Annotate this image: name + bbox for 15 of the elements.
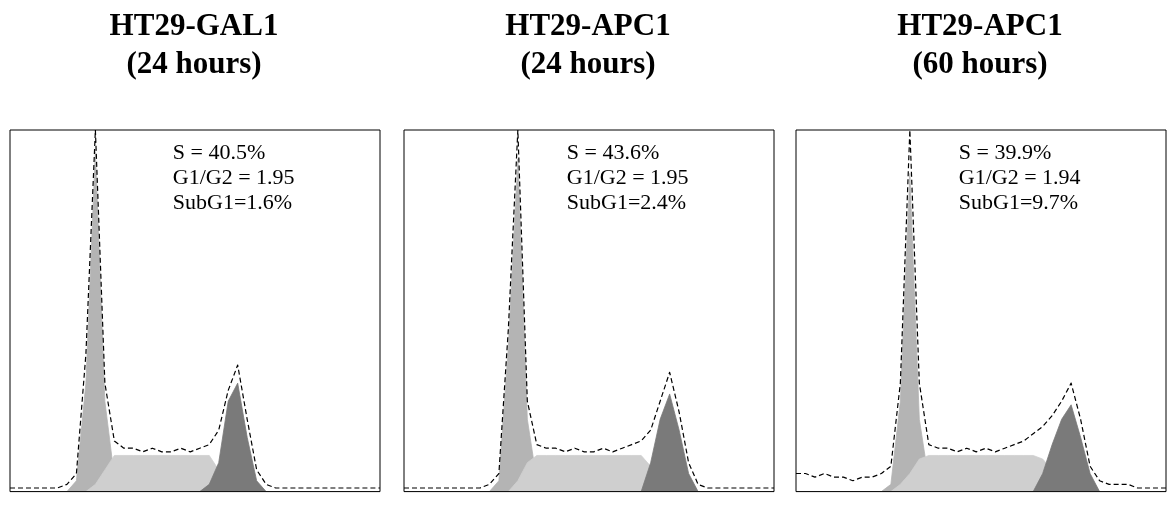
annotation: S = 39.9% — [958, 138, 1052, 164]
annotation: G1/G2 = 1.94 — [958, 163, 1081, 189]
annotation: S = 43.6% — [566, 138, 660, 164]
annotation: S = 40.5% — [172, 138, 266, 164]
chart-title: HT29-APC1 — [896, 6, 1064, 44]
chart-title: HT29-GAL1 — [108, 6, 280, 44]
chart-subtitle: (24 hours) — [519, 44, 657, 82]
annotation: SubG1=1.6% — [172, 188, 293, 214]
chart-subtitle: (60 hours) — [911, 44, 1049, 82]
annotation: SubG1=9.7% — [958, 188, 1079, 214]
annotation: SubG1=2.4% — [566, 188, 687, 214]
annotation: G1/G2 = 1.95 — [566, 163, 689, 189]
chart-title: HT29-APC1 — [504, 6, 672, 44]
chart-subtitle: (24 hours) — [125, 44, 263, 82]
annotation: G1/G2 = 1.95 — [172, 163, 295, 189]
